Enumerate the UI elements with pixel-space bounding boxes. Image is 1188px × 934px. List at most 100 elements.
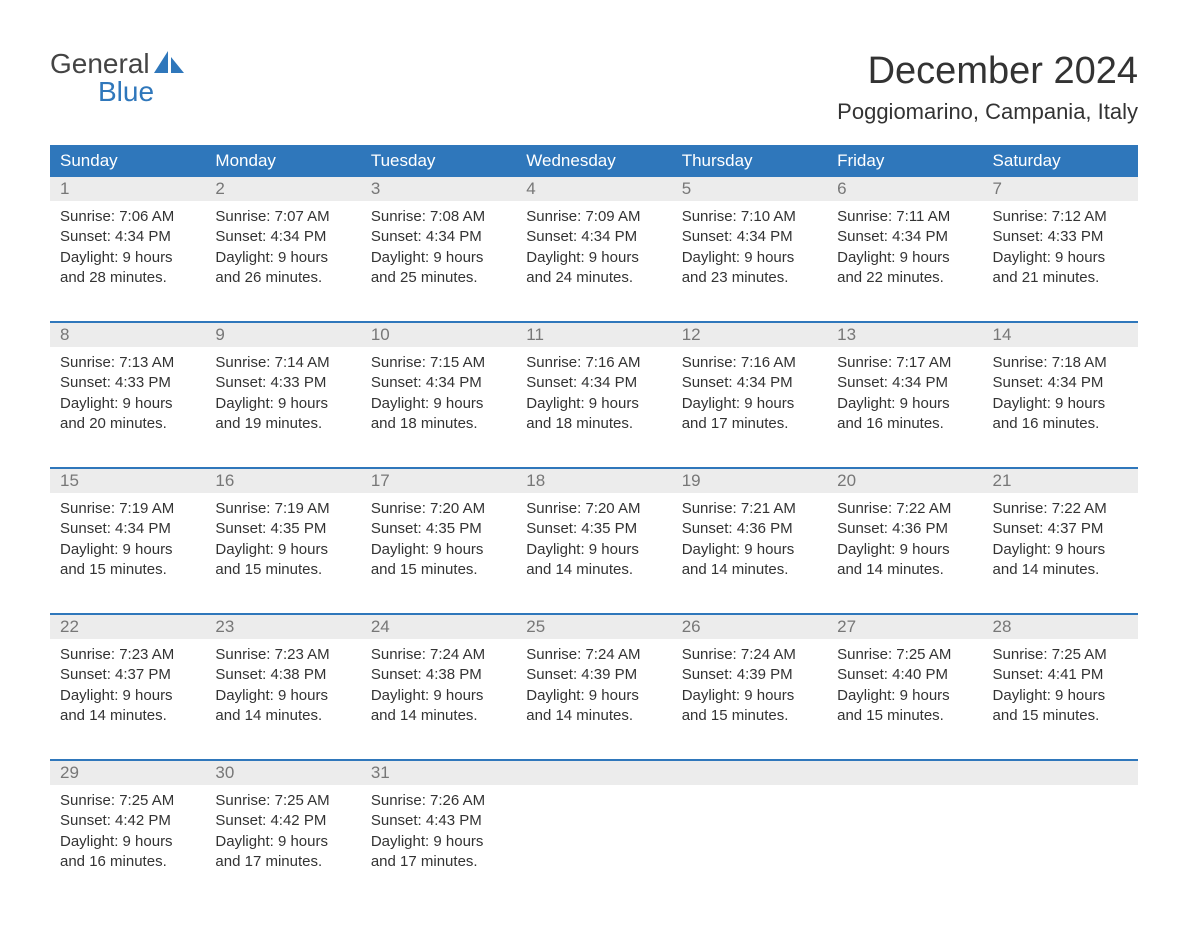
day-content-cell: Sunrise: 7:09 AMSunset: 4:34 PMDaylight:…	[516, 201, 671, 300]
day-number-row: 22232425262728	[50, 614, 1138, 639]
sunrise-text: Sunrise: 7:25 AM	[993, 645, 1128, 665]
daylight-text: Daylight: 9 hours	[526, 248, 661, 268]
sunrise-text: Sunrise: 7:23 AM	[215, 645, 350, 665]
day-content-cell: Sunrise: 7:06 AMSunset: 4:34 PMDaylight:…	[50, 201, 205, 300]
sunrise-text: Sunrise: 7:06 AM	[60, 207, 195, 227]
day-content-cell	[827, 785, 982, 884]
daylight-text: Daylight: 9 hours	[837, 540, 972, 560]
day-content-cell: Sunrise: 7:20 AMSunset: 4:35 PMDaylight:…	[516, 493, 671, 592]
daylight-text: Daylight: 9 hours	[682, 686, 817, 706]
daylight-text: and 24 minutes.	[526, 268, 661, 288]
daylight-text: Daylight: 9 hours	[837, 394, 972, 414]
day-number-cell: 4	[516, 177, 671, 201]
sunset-text: Sunset: 4:38 PM	[215, 665, 350, 685]
month-title: December 2024	[837, 50, 1138, 93]
title-block: December 2024 Poggiomarino, Campania, It…	[837, 50, 1138, 125]
daylight-text: and 14 minutes.	[526, 706, 661, 726]
day-number-cell: 13	[827, 322, 982, 347]
week-separator	[50, 592, 1138, 614]
daylight-text: and 14 minutes.	[215, 706, 350, 726]
sunset-text: Sunset: 4:35 PM	[215, 519, 350, 539]
daylight-text: Daylight: 9 hours	[60, 248, 195, 268]
daylight-text: and 28 minutes.	[60, 268, 195, 288]
day-content-cell: Sunrise: 7:23 AMSunset: 4:37 PMDaylight:…	[50, 639, 205, 738]
sunset-text: Sunset: 4:34 PM	[215, 227, 350, 247]
day-header: Saturday	[983, 145, 1138, 177]
logo: General Blue	[50, 50, 188, 106]
sunrise-text: Sunrise: 7:12 AM	[993, 207, 1128, 227]
sunset-text: Sunset: 4:37 PM	[993, 519, 1128, 539]
day-content-cell: Sunrise: 7:15 AMSunset: 4:34 PMDaylight:…	[361, 347, 516, 446]
daylight-text: Daylight: 9 hours	[682, 248, 817, 268]
sunrise-text: Sunrise: 7:24 AM	[682, 645, 817, 665]
daylight-text: and 18 minutes.	[526, 414, 661, 434]
day-content-cell	[516, 785, 671, 884]
sunset-text: Sunset: 4:34 PM	[526, 227, 661, 247]
sunrise-text: Sunrise: 7:19 AM	[60, 499, 195, 519]
sunrise-text: Sunrise: 7:13 AM	[60, 353, 195, 373]
sunrise-text: Sunrise: 7:15 AM	[371, 353, 506, 373]
logo-word-general: General	[50, 50, 150, 78]
daylight-text: and 17 minutes.	[215, 852, 350, 872]
day-number-cell: 14	[983, 322, 1138, 347]
daylight-text: Daylight: 9 hours	[371, 686, 506, 706]
sunrise-text: Sunrise: 7:22 AM	[993, 499, 1128, 519]
daylight-text: and 15 minutes.	[993, 706, 1128, 726]
sail-icon	[154, 50, 188, 78]
day-number-cell: 26	[672, 614, 827, 639]
day-content-cell: Sunrise: 7:11 AMSunset: 4:34 PMDaylight:…	[827, 201, 982, 300]
sunset-text: Sunset: 4:34 PM	[682, 373, 817, 393]
daylight-text: and 21 minutes.	[993, 268, 1128, 288]
day-content-cell: Sunrise: 7:13 AMSunset: 4:33 PMDaylight:…	[50, 347, 205, 446]
sunset-text: Sunset: 4:37 PM	[60, 665, 195, 685]
daylight-text: Daylight: 9 hours	[837, 686, 972, 706]
day-number-cell: 2	[205, 177, 360, 201]
day-header: Wednesday	[516, 145, 671, 177]
daylight-text: Daylight: 9 hours	[215, 394, 350, 414]
daylight-text: Daylight: 9 hours	[60, 540, 195, 560]
day-content-cell: Sunrise: 7:24 AMSunset: 4:38 PMDaylight:…	[361, 639, 516, 738]
sunset-text: Sunset: 4:33 PM	[215, 373, 350, 393]
day-number-cell: 5	[672, 177, 827, 201]
daylight-text: Daylight: 9 hours	[60, 832, 195, 852]
day-number-cell: 6	[827, 177, 982, 201]
day-content-cell: Sunrise: 7:25 AMSunset: 4:40 PMDaylight:…	[827, 639, 982, 738]
day-content-cell: Sunrise: 7:24 AMSunset: 4:39 PMDaylight:…	[672, 639, 827, 738]
day-number-cell: 3	[361, 177, 516, 201]
sunrise-text: Sunrise: 7:16 AM	[526, 353, 661, 373]
daylight-text: Daylight: 9 hours	[371, 394, 506, 414]
daylight-text: Daylight: 9 hours	[993, 394, 1128, 414]
sunrise-text: Sunrise: 7:07 AM	[215, 207, 350, 227]
week-separator	[50, 300, 1138, 322]
daylight-text: and 16 minutes.	[993, 414, 1128, 434]
daylight-text: and 17 minutes.	[682, 414, 817, 434]
day-content-cell: Sunrise: 7:08 AMSunset: 4:34 PMDaylight:…	[361, 201, 516, 300]
day-content-cell: Sunrise: 7:19 AMSunset: 4:34 PMDaylight:…	[50, 493, 205, 592]
sunset-text: Sunset: 4:35 PM	[371, 519, 506, 539]
sunrise-text: Sunrise: 7:24 AM	[371, 645, 506, 665]
day-content-cell: Sunrise: 7:18 AMSunset: 4:34 PMDaylight:…	[983, 347, 1138, 446]
day-number-cell: 1	[50, 177, 205, 201]
day-content-row: Sunrise: 7:19 AMSunset: 4:34 PMDaylight:…	[50, 493, 1138, 592]
day-header-row: Sunday Monday Tuesday Wednesday Thursday…	[50, 145, 1138, 177]
sunset-text: Sunset: 4:43 PM	[371, 811, 506, 831]
sunset-text: Sunset: 4:36 PM	[682, 519, 817, 539]
sunset-text: Sunset: 4:33 PM	[993, 227, 1128, 247]
day-number-cell	[516, 760, 671, 785]
daylight-text: and 23 minutes.	[682, 268, 817, 288]
day-number-cell	[983, 760, 1138, 785]
day-content-cell: Sunrise: 7:20 AMSunset: 4:35 PMDaylight:…	[361, 493, 516, 592]
day-content-row: Sunrise: 7:23 AM Sunset: 4:37 PM Daylight:…	[50, 639, 1138, 738]
day-content-cell: Sunrise: 7:21 AMSunset: 4:36 PMDaylight:…	[672, 493, 827, 592]
day-number-cell: 19	[672, 468, 827, 493]
day-content-cell: Sunrise: 7:25 AMSunset: 4:42 PMDaylight:…	[50, 785, 205, 884]
sunrise-text: Sunrise: 7:11 AM	[837, 207, 972, 227]
day-content-cell: Sunrise: 7:26 AMSunset: 4:43 PMDaylight:…	[361, 785, 516, 884]
daylight-text: Daylight: 9 hours	[993, 540, 1128, 560]
sunrise-text: Sunrise: 7:26 AM	[371, 791, 506, 811]
sunrise-text: Sunrise: 7:17 AM	[837, 353, 972, 373]
daylight-text: and 18 minutes.	[371, 414, 506, 434]
sunrise-text: Sunrise: 7:24 AM	[526, 645, 661, 665]
sunrise-text: Sunrise: 7:10 AM	[682, 207, 817, 227]
day-content-cell: Sunrise: 7:16 AMSunset: 4:34 PMDaylight:…	[672, 347, 827, 446]
